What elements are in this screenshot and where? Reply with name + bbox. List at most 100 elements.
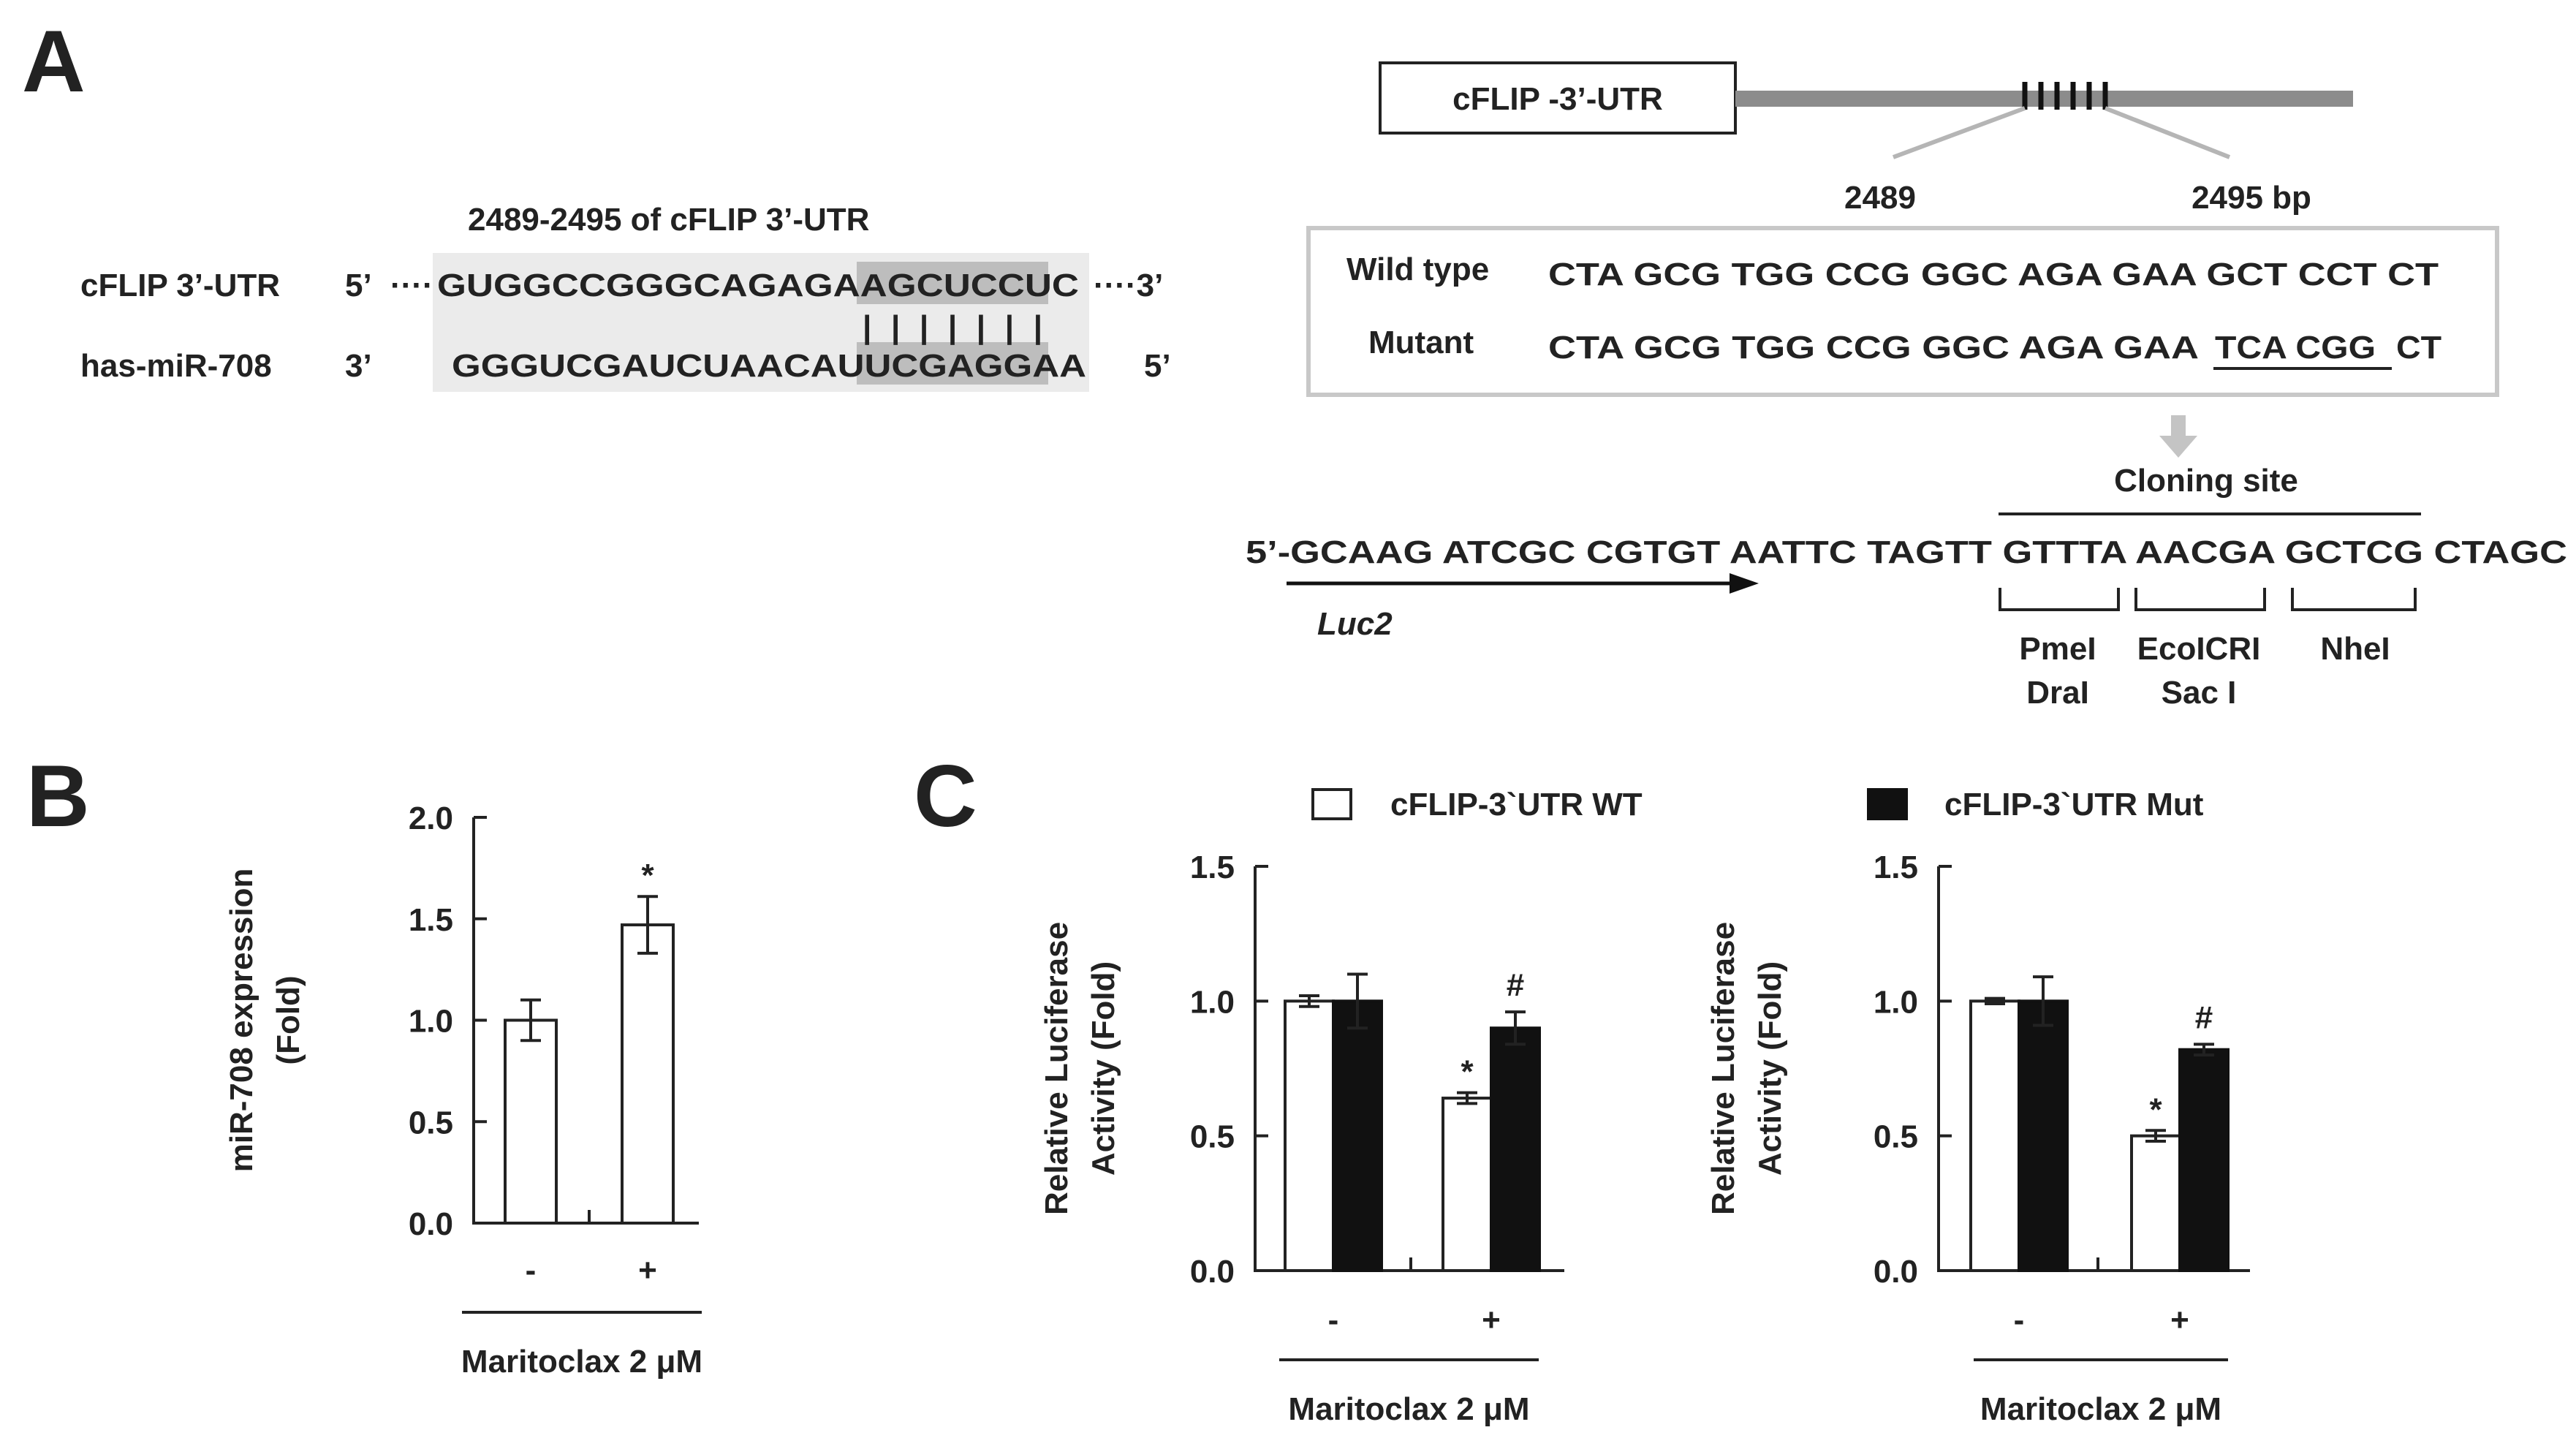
y-tick-label: 0.0 xyxy=(1190,1254,1235,1290)
mir-5prime: 5’ xyxy=(1144,348,1171,384)
bar xyxy=(621,923,675,1225)
bar xyxy=(1490,1026,1541,1272)
gene-box xyxy=(1379,61,1737,135)
mir-seq-pre: GGGUCGAUCUAACAU xyxy=(452,348,864,384)
significance-mark: # xyxy=(2195,999,2213,1035)
x-axis-label: Maritoclax 2 μM xyxy=(1980,1391,2221,1427)
x-axis-label: Maritoclax 2 μM xyxy=(461,1344,702,1380)
base-pairing: ||||||| xyxy=(863,309,1042,346)
bar xyxy=(1442,1097,1493,1273)
luc2-label: Luc2 xyxy=(1317,606,1393,642)
utr-label: cFLIP 3’-UTR xyxy=(80,268,280,303)
mutant-label: Mutant xyxy=(1368,325,1474,360)
y-tick-label: 1.0 xyxy=(409,1004,453,1040)
site-ecoicri: EcoICRI xyxy=(2137,631,2261,667)
bar xyxy=(2130,1134,2181,1272)
y-axis-label-line2: Activity (Fold) xyxy=(1752,961,1788,1176)
mutant-sequence-pre: CTA GCG TGG CCG GGC AGA GAA xyxy=(1548,330,2199,366)
utr-seq-pre: GUGGCCGGGCAGAGA xyxy=(437,268,860,303)
y-axis-label-line2: (Fold) xyxy=(270,975,306,1064)
mir-label: has-miR-708 xyxy=(80,348,272,384)
significance-mark: # xyxy=(1507,967,1524,1003)
significance-mark: * xyxy=(1461,1054,1474,1090)
utr-dots-left: ···· xyxy=(390,268,433,303)
mir-sequence: GGGUCGAUCUAACAU UCGAGGA A xyxy=(452,348,1086,384)
bracket-ecoicri xyxy=(2134,588,2266,611)
error-bar xyxy=(1985,996,2005,1006)
mir-seq-site: UCGAGGA xyxy=(864,348,1059,384)
error-bar xyxy=(1457,1091,1477,1105)
significance-mark: * xyxy=(641,858,654,893)
panel-b-letter: B xyxy=(26,747,90,845)
error-bar xyxy=(1505,1010,1526,1046)
mir-3prime: 3’ xyxy=(345,348,372,384)
y-axis-label: Relative Luciferase Activity (Fold) xyxy=(1705,922,1788,1215)
mutant-sequence-changed: TCA CGG xyxy=(2215,330,2376,366)
mutant-sequence-post: CT xyxy=(2396,330,2441,366)
y-axis-label: miR-708 expression (Fold) xyxy=(224,869,306,1173)
chart-c-left: 0.0 0.5 1.0 1.5 - * # + Maritoclax 2 μM Relative … xyxy=(1039,850,1564,1427)
y-tick-label: 0.0 xyxy=(1874,1254,1918,1290)
bracket-pmei xyxy=(1999,588,2120,611)
y-axis-label-line1: miR-708 expression xyxy=(224,869,260,1173)
utr-seq-post: C xyxy=(1052,268,1079,303)
bar xyxy=(1332,999,1383,1273)
x-category-label: - xyxy=(1328,1302,1339,1338)
bar xyxy=(504,1018,558,1225)
gene-box-label: cFLIP -3’-UTR xyxy=(1452,81,1663,117)
x-category-label: + xyxy=(1482,1302,1501,1338)
error-bar xyxy=(1299,994,1319,1008)
error-bar xyxy=(2033,975,2053,1027)
utr-seed-highlight xyxy=(857,262,1048,304)
site-pmei: PmeI xyxy=(2019,631,2096,667)
utr-sequence: GUGGCCGGGCAGAGA AGCUCCU C xyxy=(437,268,1079,303)
bracket-nhei xyxy=(2291,588,2417,611)
error-bar xyxy=(637,895,658,955)
x-category-label: + xyxy=(638,1252,657,1288)
x-category-label: - xyxy=(526,1252,537,1288)
y-tick-label: 1.0 xyxy=(1874,984,1918,1020)
target-site-marks xyxy=(2022,82,2108,110)
y-axis-label: Relative Luciferase Activity (Fold) xyxy=(1039,922,1121,1215)
mir-seq-post: A xyxy=(1059,348,1086,384)
y-tick-label: 1.5 xyxy=(1874,850,1918,885)
wild-type-sequence: CTA GCG TGG CCG GGC AGA GAA GCT CCT CT xyxy=(1548,257,2439,292)
y-tick-label: 1.5 xyxy=(1190,850,1235,885)
legend-wt-label: cFLIP-3`UTR WT xyxy=(1390,787,1643,822)
wild-type-label: Wild type xyxy=(1346,251,1489,287)
vector-sequence: 5’-GCAAG ATCGC CGTGT AATTC TAGTT GTTTA A… xyxy=(1246,534,2567,570)
y-axis-label-line1: Relative Luciferase xyxy=(1705,922,1741,1215)
y-tick-label: 0.0 xyxy=(409,1206,453,1242)
down-arrow xyxy=(2159,415,2197,458)
legend-mut-label: cFLIP-3`UTR Mut xyxy=(1944,787,2204,822)
zoom-line-left xyxy=(1892,106,2026,159)
error-bar xyxy=(520,998,541,1043)
y-tick-label: 0.5 xyxy=(1190,1119,1235,1155)
significance-mark: * xyxy=(2149,1092,2162,1127)
panel-c-letter: C xyxy=(914,747,977,845)
y-tick-label: 0.5 xyxy=(409,1105,453,1140)
y-axis-label-line1: Relative Luciferase xyxy=(1039,922,1075,1215)
zoom-line-right xyxy=(2104,106,2231,159)
utr-5prime: 5’ xyxy=(345,268,372,303)
luc2-arrow-head xyxy=(1730,573,1759,594)
utr-3prime: ····3’ xyxy=(1094,268,1163,303)
chart-b: 0.0 0.5 1.0 1.5 2.0 - * + Maritoclax 2 μM miR-708… xyxy=(224,801,702,1380)
x-category-label: - xyxy=(2014,1302,2025,1338)
error-bar xyxy=(2194,1043,2214,1057)
position-end: 2495 bp xyxy=(2192,180,2311,216)
y-tick-label: 1.5 xyxy=(409,902,453,938)
utr-track xyxy=(1735,91,2353,107)
cloning-site-label: Cloning site xyxy=(2114,463,2298,499)
site-saci: Sac I xyxy=(2162,675,2237,711)
x-category-label: + xyxy=(2170,1302,2189,1338)
error-bar xyxy=(1347,972,1368,1030)
mir-seed-highlight xyxy=(857,342,1048,385)
site-title: 2489-2495 of cFLIP 3’-UTR xyxy=(468,202,869,238)
x-axis-label: Maritoclax 2 μM xyxy=(1288,1391,1529,1427)
bar xyxy=(2178,1048,2230,1273)
legend-mut-swatch xyxy=(1867,788,1908,820)
y-tick-label: 1.0 xyxy=(1190,984,1235,1020)
y-tick-label: 0.5 xyxy=(1874,1119,1918,1155)
